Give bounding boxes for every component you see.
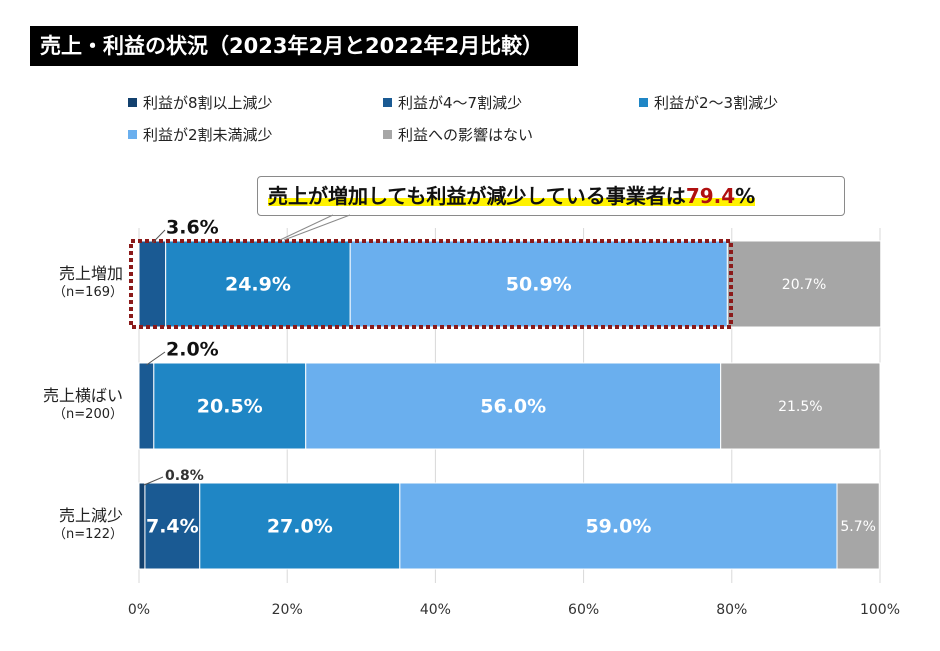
legend-swatch — [639, 98, 648, 107]
data-label: 56.0% — [480, 396, 546, 418]
legend-item: 利益が2割未満減少 — [128, 126, 273, 144]
callout-annotation: 売上が増加しても利益が減少している事業者は79.4% — [257, 176, 845, 216]
callout-pointer — [283, 214, 351, 241]
data-label: 20.7% — [782, 277, 826, 293]
callout-value: 79.4 — [685, 184, 736, 208]
bar-segment — [836, 482, 880, 570]
bar-segment — [138, 482, 146, 570]
x-tick-label: 0% — [128, 602, 150, 618]
legend-label: 利益が2～3割減少 — [654, 94, 779, 112]
callout-pointer — [279, 214, 334, 241]
data-label: 7.4% — [146, 516, 199, 538]
data-label: 27.0% — [267, 516, 333, 538]
data-label: 59.0% — [585, 516, 651, 538]
data-label: 3.6% — [166, 217, 219, 239]
legend-item: 利益が8割以上減少 — [128, 94, 273, 112]
data-label: 0.8% — [165, 468, 204, 484]
legend-label: 利益が2割未満減少 — [143, 126, 273, 144]
category-label: 売上横ばい （n=200） — [10, 386, 123, 424]
category-name: 売上増加 — [58, 264, 123, 283]
data-label: 50.9% — [506, 274, 572, 296]
bar-segment — [165, 240, 351, 328]
legend-label: 利益が4～7割減少 — [398, 94, 523, 112]
x-tick-label: 100% — [860, 602, 900, 618]
legend-label: 利益への影響はない — [398, 126, 534, 144]
category-sample-size: （n=200） — [53, 407, 123, 422]
bar-segment — [720, 362, 881, 450]
callout-suffix: % — [735, 184, 756, 208]
data-label: 5.7% — [840, 519, 876, 535]
bar-segment — [399, 482, 838, 570]
bar-segment — [138, 240, 167, 328]
leader-line — [146, 351, 166, 366]
legend-item: 利益が2～3割減少 — [639, 94, 778, 112]
category-label: 売上減少 （n=122） — [10, 506, 123, 544]
bar-segment — [144, 482, 201, 570]
bar-segment — [726, 240, 882, 328]
data-label: 20.5% — [197, 396, 263, 418]
legend-item: 利益への影響はない — [383, 126, 533, 144]
legend-label: 利益が8割以上減少 — [143, 94, 273, 112]
legend-swatch — [383, 98, 392, 107]
bar-segment — [138, 362, 155, 450]
category-name: 売上横ばい — [42, 386, 123, 405]
category-label: 売上増加 （n=169） — [10, 264, 123, 302]
x-tick-label: 60% — [568, 602, 599, 618]
chart-title: 売上・利益の状況（2023年2月と2022年2月比較） — [30, 26, 578, 66]
legend-swatch — [383, 130, 392, 139]
leader-line — [151, 229, 166, 244]
data-label: 2.0% — [166, 339, 219, 361]
leader-line — [143, 476, 164, 486]
data-label: 21.5% — [778, 399, 822, 415]
data-label: 24.9% — [225, 274, 291, 296]
legend-item: 利益が4～7割減少 — [383, 94, 522, 112]
category-sample-size: （n=169） — [53, 285, 123, 300]
x-tick-label: 40% — [420, 602, 451, 618]
category-sample-size: （n=122） — [53, 527, 123, 542]
bar-segment — [305, 362, 722, 450]
legend-swatch — [128, 130, 137, 139]
category-name: 売上減少 — [58, 506, 123, 525]
bar-segment — [199, 482, 401, 570]
x-tick-label: 80% — [716, 602, 747, 618]
legend-swatch — [128, 98, 137, 107]
x-tick-label: 20% — [272, 602, 303, 618]
callout-text: 売上が増加しても利益が減少している事業者は — [268, 184, 686, 208]
